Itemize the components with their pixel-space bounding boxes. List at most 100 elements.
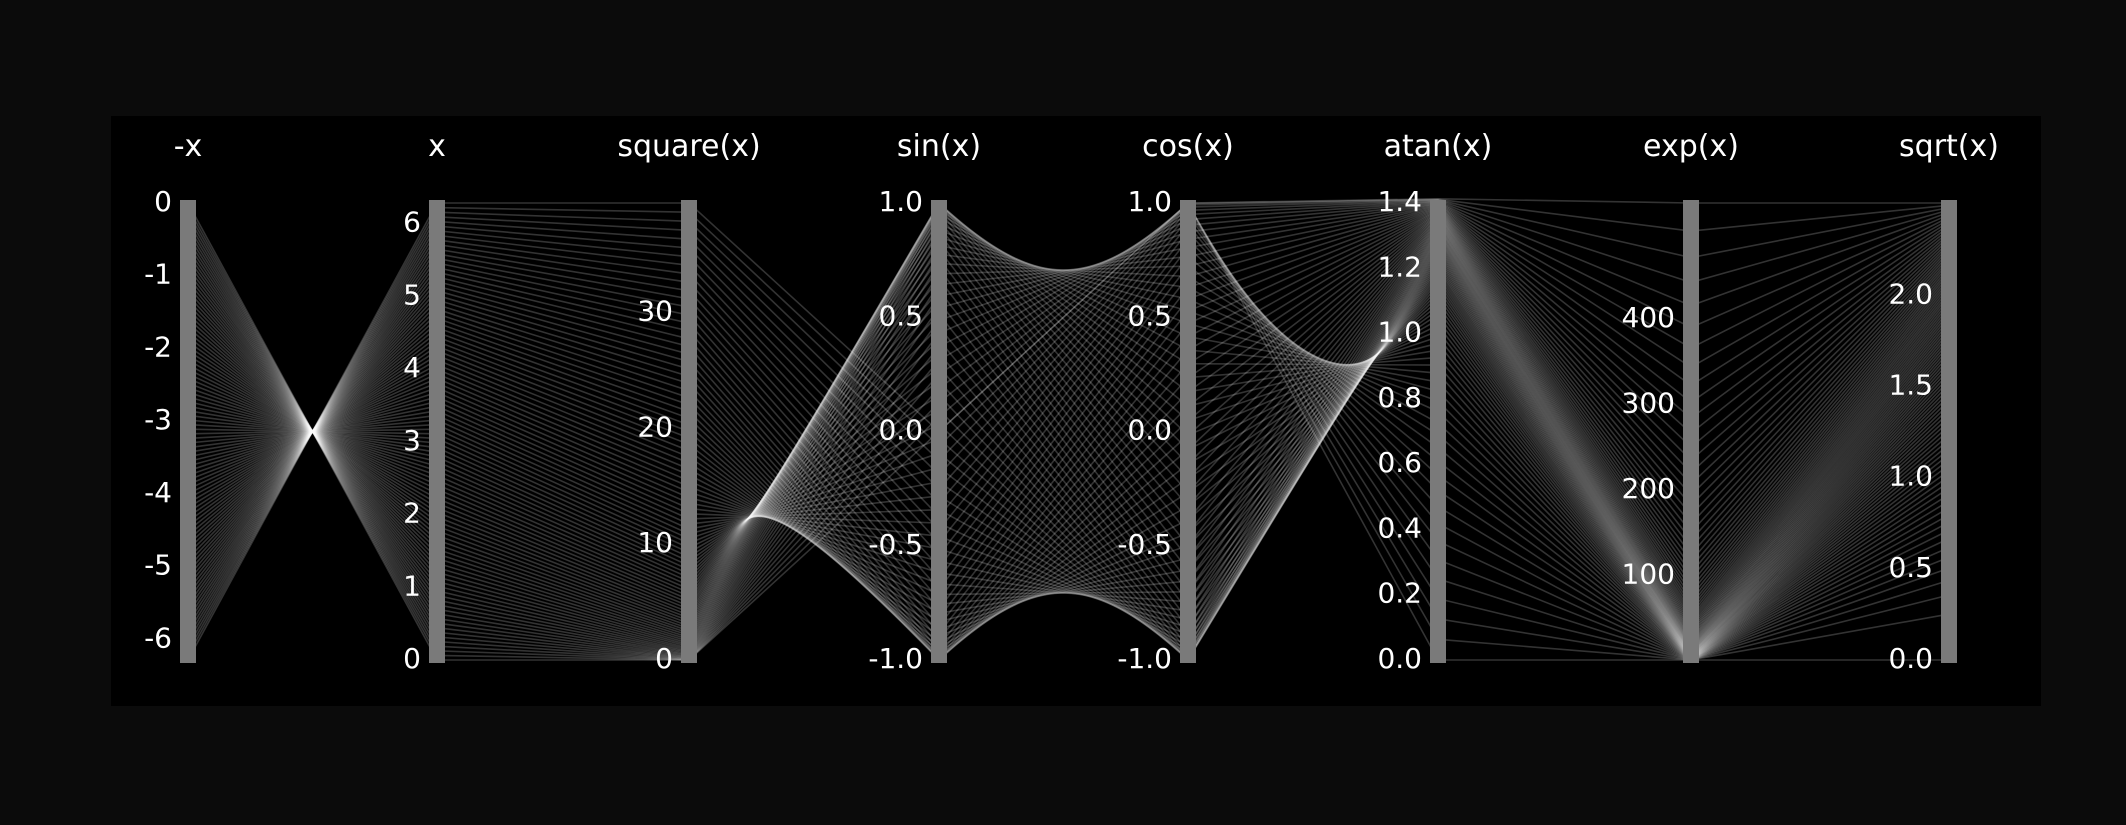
data-polyline	[187, 246, 1950, 661]
data-polyline	[187, 238, 1950, 661]
axis-6: atan(x) 1.4 1.2 1.0 0.8 0.6 0.4 0.2 0.0	[1377, 129, 1492, 675]
data-polyline	[187, 235, 1950, 642]
data-polyline	[187, 201, 1950, 629]
data-polyline	[187, 202, 1950, 661]
data-polyline	[187, 244, 1950, 660]
data-polyline	[187, 255, 1950, 653]
tick-label: -5	[144, 549, 172, 582]
data-polyline	[187, 271, 1950, 652]
axis-bar	[1180, 200, 1196, 663]
data-polyline	[187, 202, 1950, 619]
data-polyline	[187, 201, 1950, 633]
tick-label: 4	[403, 351, 421, 384]
tick-label: 1.0	[1888, 460, 1933, 493]
data-polyline	[187, 222, 1950, 660]
tick-label: 0.5	[1127, 299, 1172, 332]
tick-label: 0.0	[1377, 642, 1422, 675]
tick-label: -1	[144, 258, 172, 291]
data-polyline	[187, 249, 1950, 661]
axis-bar	[1683, 200, 1699, 663]
tick-label: 0	[403, 642, 421, 675]
data-polyline	[187, 204, 1950, 606]
data-polyline	[187, 210, 1950, 651]
data-polyline	[187, 202, 1950, 624]
data-polyline	[187, 236, 1950, 660]
axes-layer: -x0-1-2-3-4-5-6x6543210square(x)3020100s…	[144, 129, 1999, 675]
tick-label: 0.0	[1888, 642, 1933, 675]
axis-bar	[429, 200, 445, 663]
axis-8: sqrt(x) 2.0 1.5 1.0 0.5 0.0	[1888, 129, 1999, 675]
data-polyline	[187, 229, 1950, 660]
tick-label: 2.0	[1888, 277, 1933, 310]
axis-bar	[931, 200, 947, 663]
data-polyline	[187, 203, 1950, 615]
data-polyline	[187, 267, 1950, 654]
data-polyline	[187, 211, 1950, 658]
axis-title: x	[428, 129, 446, 164]
tick-label: 1.5	[1888, 369, 1933, 402]
data-polyline	[187, 205, 1950, 601]
data-polyline	[187, 258, 1950, 649]
data-polyline	[187, 202, 1950, 658]
tick-label: 10	[637, 526, 673, 559]
tick-label: 100	[1622, 557, 1675, 590]
axis-title: sin(x)	[897, 129, 981, 164]
data-polyline	[187, 214, 1950, 657]
data-polyline	[187, 204, 1950, 610]
axis-3: square(x) 30 20 10 0	[617, 129, 760, 675]
tick-label: 1.0	[1377, 316, 1422, 349]
data-polyline	[187, 215, 1950, 661]
axis-title: exp(x)	[1643, 129, 1739, 164]
data-polyline	[187, 247, 1950, 662]
tick-label: 5	[403, 278, 421, 311]
data-polyline	[187, 274, 1950, 653]
data-polyline	[187, 203, 1950, 661]
data-polyline	[187, 230, 1950, 661]
axis-title: sqrt(x)	[1899, 129, 1999, 164]
tick-label: -6	[144, 621, 172, 654]
data-polyline	[187, 197, 1949, 661]
data-polyline	[187, 240, 1950, 656]
axis-5: cos(x) 1.0 0.5 0.0 -0.5 -1.0	[1117, 129, 1233, 675]
data-polyline	[187, 206, 1950, 611]
tick-label: 0.5	[1888, 551, 1933, 584]
tick-label: -4	[144, 476, 172, 509]
plot-panel: -x 0 -1 -2 -3 -4 -5 -6 x 6 5 4 3 2 1 0 square(x) 30 20 10 0 s…	[111, 116, 2041, 706]
data-polyline	[187, 243, 1950, 661]
data-polyline	[187, 262, 1950, 660]
tick-label: -3	[144, 403, 172, 436]
data-polyline	[187, 260, 1950, 650]
data-polyline	[187, 217, 1950, 657]
data-polyline	[187, 220, 1950, 644]
tick-label: 0.0	[1127, 414, 1172, 447]
data-polyline	[187, 223, 1950, 623]
data-polyline	[187, 208, 1950, 659]
axis-bar	[180, 200, 196, 663]
data-polyline	[187, 208, 1950, 641]
tick-label: -1.0	[1117, 642, 1172, 675]
data-polyline	[187, 225, 1950, 656]
data-polyline	[187, 213, 1950, 661]
data-polyline	[187, 201, 1949, 661]
data-polyline	[187, 203, 1950, 658]
data-polyline	[187, 222, 1950, 631]
data-polyline	[187, 257, 1950, 654]
data-polyline	[187, 233, 1950, 636]
tick-label: 2	[403, 497, 421, 530]
data-polyline	[187, 268, 1950, 652]
tick-label: -0.5	[868, 528, 923, 561]
data-polyline	[187, 212, 1950, 659]
data-polyline	[187, 212, 1950, 660]
tick-label: 30	[637, 295, 673, 328]
data-polyline	[187, 202, 1950, 659]
data-polyline	[187, 208, 1950, 635]
data-polyline	[187, 209, 1950, 661]
data-polyline	[187, 206, 1950, 619]
data-polyline	[187, 218, 1950, 653]
tick-label: 0	[154, 185, 172, 218]
axis-4: sin(x) 1.0 0.5 0.0 -0.5 -1.0	[868, 129, 981, 675]
data-polyline	[187, 218, 1950, 661]
axis-7: exp(x) 400 300 200 100	[1622, 129, 1739, 663]
data-polyline	[187, 219, 1950, 649]
tick-label: 0.5	[878, 299, 923, 332]
